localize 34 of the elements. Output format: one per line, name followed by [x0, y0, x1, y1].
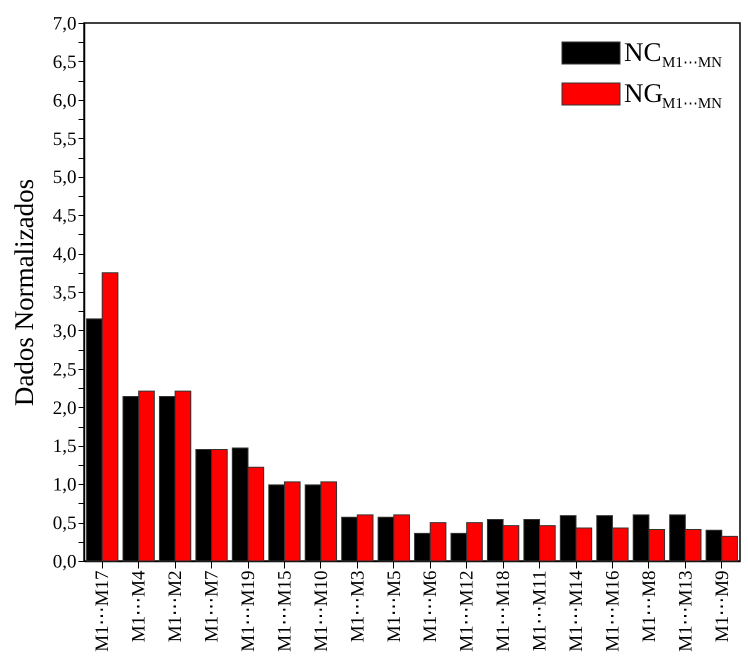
- x-tick-label: M1⋯M18: [493, 570, 514, 652]
- x-tick-label: M1⋯M19: [238, 570, 259, 652]
- x-tick-label: M1⋯M8: [638, 570, 660, 642]
- x-tick-label: M1⋯M12: [456, 570, 478, 652]
- x-tick-label: M1⋯M16: [602, 570, 624, 652]
- y-tick-label: 5,5: [52, 128, 76, 150]
- y-tick-label: 4,5: [52, 206, 76, 227]
- y-tick-label: 1,5: [52, 436, 76, 458]
- x-tick-label: M1⋯M14: [566, 570, 587, 652]
- x-tick-label: M1⋯M13: [675, 570, 696, 652]
- x-tick-label: M1⋯M6: [420, 570, 442, 642]
- x-tick-label: M1⋯M3: [347, 570, 368, 642]
- x-tick-label: M1⋯M17: [92, 570, 114, 652]
- x-tick-label: M1⋯M2: [165, 570, 186, 642]
- y-tick-label: 5,0: [52, 167, 76, 188]
- y-tick-label: 3,5: [52, 282, 76, 304]
- x-tick-label: M1⋯M15: [274, 570, 296, 652]
- y-tick-label: 1,0: [52, 474, 76, 496]
- x-tick-label: M1⋯M4: [128, 570, 150, 642]
- y-tick-label: 6,0: [52, 90, 76, 112]
- y-tick-label: 7,0: [52, 14, 76, 34]
- x-tick-label: M1⋯M7: [202, 570, 223, 642]
- y-axis-title: Dados Normalizados: [8, 178, 39, 406]
- y-tick-label: 0,0: [52, 552, 76, 572]
- y-tick-label: 2,5: [52, 359, 76, 380]
- x-tick-label: M1⋯M11: [530, 570, 551, 652]
- x-tick-label: M1⋯M5: [384, 570, 405, 642]
- x-tick-label: M1⋯M9: [712, 570, 733, 642]
- y-tick-label: 2,0: [52, 398, 76, 419]
- y-tick-label: 3,0: [52, 320, 76, 342]
- y-tick-label: 6,5: [52, 52, 76, 73]
- y-tick-label: 0,5: [52, 513, 76, 534]
- y-tick-label: 4,0: [52, 244, 76, 266]
- x-tick-label: M1⋯M10: [310, 570, 332, 652]
